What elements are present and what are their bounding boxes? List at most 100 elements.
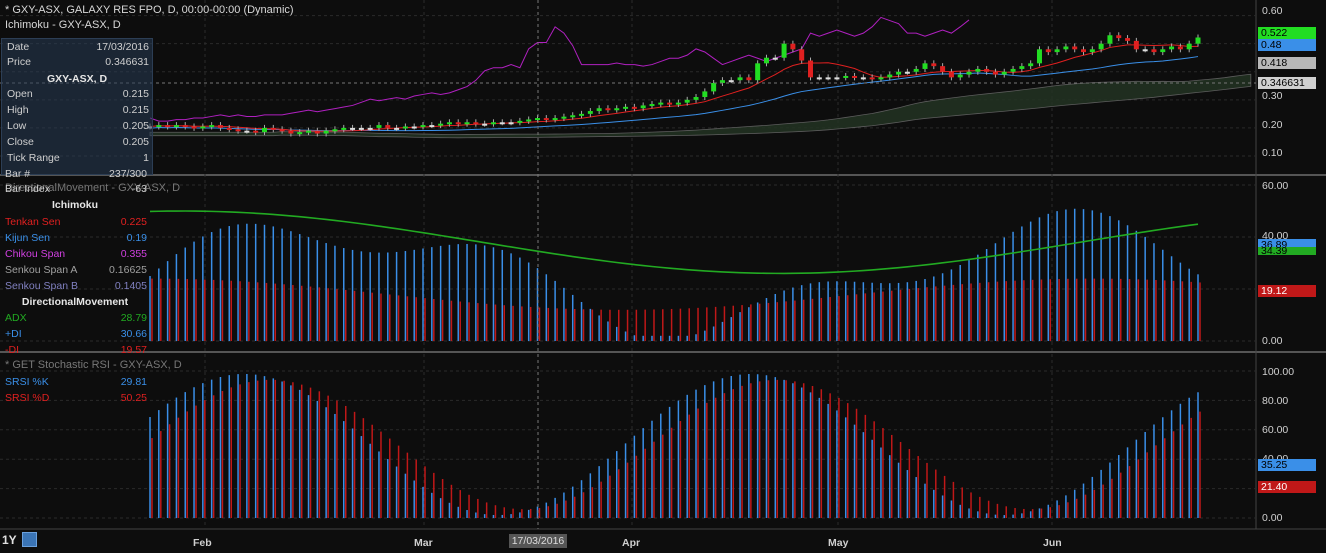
candle-body (940, 66, 946, 72)
candle-body (526, 119, 532, 122)
legend-kijun: Kijun Sen 0.19 (5, 232, 147, 244)
ichimoku-title: Ichimoku - GXY-ASX, D (5, 19, 121, 31)
cursor-date-label: 17/03/2016 (509, 534, 567, 548)
candle-body (165, 125, 171, 128)
candle-body (649, 104, 655, 107)
candle-body (1151, 49, 1157, 53)
candle-body (1133, 40, 1139, 50)
candle-body (984, 68, 990, 72)
info-bar-number: Bar #237/300 (5, 168, 147, 180)
price-tick-030: 0.30 (1262, 90, 1283, 102)
legend-adx: ADX 28.79 (5, 312, 147, 324)
price-tag-cursor: 0.346631 (1258, 77, 1316, 89)
dm-tag-adx: 34.39 (1258, 247, 1316, 255)
candle-body (702, 91, 708, 98)
candle-body (737, 77, 743, 81)
candle-body (816, 77, 822, 80)
x-tick-apr: Apr (622, 537, 641, 549)
price-tag-kijun: 0.48 (1258, 39, 1316, 51)
candle-body (1116, 35, 1122, 39)
candle-body (1072, 46, 1078, 50)
candle-body (834, 77, 840, 80)
candle-body (869, 77, 875, 80)
candle-body (411, 126, 417, 129)
candle-body (191, 126, 197, 129)
period-settings-icon[interactable] (22, 532, 37, 547)
candle-body (728, 80, 734, 83)
candle-body (966, 71, 972, 75)
candle-body (279, 129, 285, 132)
info-tick-range: Tick Range 1 (7, 152, 149, 164)
legend-mdi: -DI 19.57 (5, 344, 147, 356)
candle-body (464, 122, 470, 125)
candle-body (781, 43, 787, 58)
candle-body (376, 125, 382, 128)
srsi-tick-0: 0.00 (1262, 512, 1283, 524)
candle-body (948, 71, 954, 78)
kijun-line (149, 56, 1199, 132)
candle-body (235, 129, 241, 132)
candle-body (200, 126, 206, 129)
srsi-tag-k: 35.25 (1258, 459, 1316, 471)
info-high: High 0.215 (7, 104, 149, 116)
candle-body (1107, 35, 1113, 44)
candle-body (957, 74, 963, 78)
candle-body (992, 71, 998, 75)
candle-body (209, 125, 215, 128)
dm-tag-mdi: 19.12 (1258, 285, 1316, 297)
candle-body (1081, 49, 1087, 53)
info-symbol: GXY-ASX, D (46, 73, 108, 85)
candle-body (1195, 37, 1201, 44)
x-tick-jun: Jun (1043, 537, 1062, 549)
candle-body (1028, 63, 1034, 67)
candle-body (244, 130, 250, 133)
srsi-tag-d: 21.40 (1258, 481, 1316, 493)
info-open: Open 0.215 (7, 88, 149, 100)
candle-body (860, 77, 866, 80)
candle-body (605, 108, 611, 111)
candle-body (173, 125, 179, 128)
srsi-tick-80: 80.00 (1262, 395, 1289, 407)
candle-body (1098, 43, 1104, 50)
candle-body (1063, 46, 1069, 50)
ichimoku-cloud (149, 73, 1252, 139)
candle-body (922, 63, 928, 69)
candle-body (332, 129, 338, 132)
candle-body (975, 68, 981, 72)
x-tick-feb: Feb (193, 537, 212, 549)
candle-body (799, 49, 805, 61)
price-tick-060: 0.60 (1262, 5, 1283, 17)
price-tick-010: 0.10 (1262, 147, 1283, 159)
candle-body (763, 57, 769, 64)
period-selector[interactable]: 1Y (2, 533, 17, 547)
info-close: Close 0.205 (7, 136, 149, 148)
candle-body (420, 125, 426, 128)
candle-body (852, 75, 858, 78)
info-low: Low 0.205 (7, 120, 149, 132)
adx-line (149, 210, 1199, 275)
candle-body (640, 105, 646, 109)
dm-legend-title: DirectionalMovement (21, 296, 129, 308)
candle-body (297, 132, 303, 135)
candle-body (314, 130, 320, 134)
candle-body (596, 108, 602, 112)
candle-body (667, 102, 673, 105)
candle-body (552, 118, 558, 121)
candle-body (561, 116, 567, 119)
chikou-line (149, 16, 970, 122)
candle-body (913, 68, 919, 72)
candle-body (261, 127, 267, 133)
candle-body (323, 130, 329, 134)
candle-body (1169, 46, 1175, 50)
legend-chikou: Chikou Span 0.355 (5, 248, 147, 260)
candle-body (1177, 46, 1183, 50)
candle-body (517, 120, 523, 123)
candle-body (623, 106, 629, 109)
candle-body (1045, 49, 1051, 53)
legend-tenkan: Tenkan Sen 0.225 (5, 216, 147, 228)
candle-body (746, 77, 752, 81)
info-bar-index: Bar Index -63 (5, 183, 147, 195)
candle-body (306, 130, 312, 133)
candle-body (1160, 49, 1166, 53)
